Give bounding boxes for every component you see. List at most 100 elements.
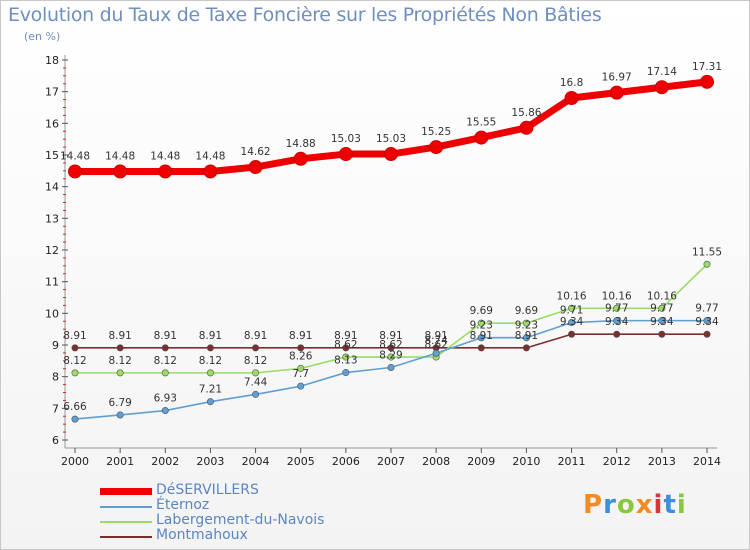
data-point bbox=[658, 330, 666, 338]
data-label: 14.48 bbox=[105, 150, 135, 162]
data-point bbox=[342, 344, 350, 352]
x-tick-label: 2007 bbox=[377, 455, 405, 468]
logo-letter: P bbox=[583, 490, 604, 520]
data-label: 15.25 bbox=[421, 126, 451, 138]
data-point bbox=[519, 120, 534, 135]
x-tick-label: 2013 bbox=[648, 455, 676, 468]
data-label: 8.12 bbox=[154, 355, 177, 367]
data-labels: 14.48 14.48 14.48 14.48 14.62 14.88 15.03 15.03… bbox=[60, 61, 722, 413]
data-point bbox=[248, 160, 263, 175]
data-label: 9.77 bbox=[605, 303, 628, 315]
y-tick-label: 6 bbox=[52, 434, 59, 447]
data-label: 8.91 bbox=[199, 330, 222, 342]
legend-swatch bbox=[100, 488, 152, 495]
data-point bbox=[387, 344, 395, 352]
data-label: 17.31 bbox=[692, 61, 722, 73]
x-tick-label: 2003 bbox=[196, 455, 224, 468]
x-tick-label: 2005 bbox=[287, 455, 315, 468]
x-tick-label: 2010 bbox=[512, 455, 540, 468]
x-tick-label: 2014 bbox=[693, 455, 721, 468]
data-point bbox=[384, 147, 398, 162]
data-point bbox=[613, 304, 621, 312]
legend-label: Montmahoux bbox=[156, 527, 248, 543]
data-point bbox=[206, 369, 214, 377]
data-point bbox=[703, 330, 711, 338]
data-label: 10.16 bbox=[602, 290, 632, 302]
data-point bbox=[71, 344, 79, 352]
data-label: 8.91 bbox=[470, 330, 493, 342]
data-point bbox=[161, 344, 169, 352]
logo-letter: t bbox=[663, 490, 677, 520]
data-point bbox=[252, 369, 260, 377]
data-point bbox=[161, 407, 169, 415]
y-tick-label: 7 bbox=[52, 402, 59, 415]
data-label: 7.44 bbox=[244, 376, 268, 388]
data-point bbox=[71, 415, 79, 423]
data-label: 14.48 bbox=[195, 150, 225, 162]
data-point bbox=[113, 164, 128, 179]
data-point bbox=[342, 353, 350, 361]
logo-letter: i bbox=[676, 490, 687, 520]
data-label: 8.62 bbox=[379, 339, 402, 351]
logo-letter: o bbox=[616, 490, 636, 520]
data-point bbox=[564, 91, 579, 105]
data-point bbox=[297, 364, 305, 372]
data-label: 8.26 bbox=[289, 350, 313, 362]
data-point bbox=[654, 80, 669, 95]
data-point bbox=[568, 304, 576, 312]
legend-label: Éternoz bbox=[156, 497, 210, 513]
data-label: 8.91 bbox=[515, 330, 538, 342]
y-tick-label: 12 bbox=[45, 244, 59, 257]
data-label: 8.91 bbox=[379, 330, 402, 342]
x-tick-label: 2011 bbox=[558, 455, 586, 468]
data-label: 8.13 bbox=[334, 355, 357, 367]
x-tick-label: 2006 bbox=[332, 455, 360, 468]
data-point bbox=[387, 363, 395, 371]
data-point bbox=[477, 344, 485, 352]
legend-label: Labergement-du-Navois bbox=[156, 512, 325, 528]
data-point bbox=[568, 319, 576, 327]
data-label: 6.79 bbox=[108, 397, 131, 409]
data-point bbox=[429, 140, 444, 155]
data-point bbox=[474, 130, 489, 145]
data-point bbox=[206, 398, 214, 406]
data-point bbox=[568, 330, 576, 338]
data-point bbox=[477, 319, 485, 327]
data-point bbox=[297, 344, 305, 352]
data-label: 17.14 bbox=[647, 66, 677, 78]
data-label: 9.71 bbox=[560, 305, 583, 317]
data-point bbox=[338, 147, 353, 162]
data-point bbox=[658, 317, 666, 325]
data-label: 10.16 bbox=[557, 290, 587, 302]
data-label: 14.62 bbox=[241, 146, 271, 158]
data-point bbox=[252, 344, 260, 352]
data-point bbox=[522, 319, 530, 327]
data-label: 14.48 bbox=[60, 150, 90, 162]
data-label: 6.66 bbox=[63, 401, 87, 413]
legend-swatch bbox=[100, 506, 152, 508]
logo-letter: r bbox=[603, 490, 617, 520]
x-tick-label: 2008 bbox=[422, 455, 450, 468]
data-point bbox=[342, 369, 350, 377]
unit-label: (en %) bbox=[24, 30, 61, 43]
data-label: 9.34 bbox=[605, 316, 629, 328]
data-label: 15.55 bbox=[466, 117, 496, 129]
data-label: 8.29 bbox=[379, 349, 402, 361]
data-point bbox=[116, 411, 124, 419]
y-tick-label: 16 bbox=[45, 117, 59, 130]
data-point bbox=[700, 74, 714, 89]
data-point bbox=[252, 390, 260, 398]
data-label: 8.12 bbox=[244, 355, 267, 367]
data-label: 8.91 bbox=[424, 330, 447, 342]
data-label: 9.69 bbox=[470, 305, 493, 317]
axes: 6 7 8 9 10 11 12 13 14 15 16 17 18 2000 2001 2002 2003 20… bbox=[45, 54, 721, 468]
data-label: 8.91 bbox=[289, 330, 312, 342]
data-point bbox=[71, 369, 79, 377]
data-label: 9.23 bbox=[470, 320, 493, 332]
proxiti-logo: Proxiti bbox=[583, 490, 687, 520]
data-point bbox=[206, 344, 214, 352]
data-point bbox=[158, 164, 173, 179]
data-point bbox=[522, 334, 530, 342]
x-tick-label: 2001 bbox=[106, 455, 134, 468]
data-label: 8.74 bbox=[424, 335, 448, 347]
